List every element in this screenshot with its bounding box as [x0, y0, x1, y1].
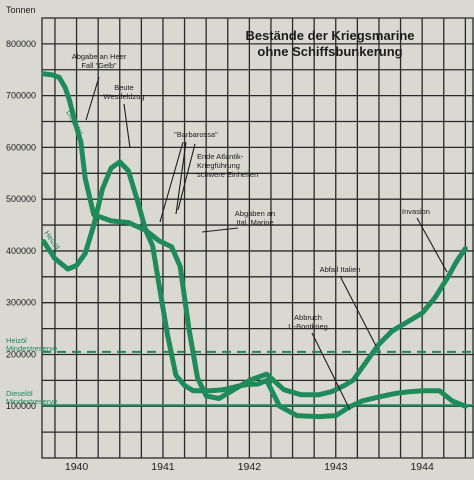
annotation-text: Abbruch [294, 313, 322, 322]
annotation-leader [175, 141, 187, 215]
grid [41, 17, 474, 459]
y-tick-label: 600000 [6, 142, 36, 152]
annotation-text: schwere Einheiten [197, 170, 258, 179]
x-tick-label: 1943 [324, 461, 348, 473]
annotation-text: Beute [114, 83, 134, 92]
annotation-leader [177, 143, 196, 211]
reference-label: Mindestreserve [6, 344, 57, 353]
annotation-text: Ende Atlantik- [197, 152, 244, 161]
y-tick-label: 400000 [6, 246, 36, 256]
y-tick-label: 500000 [6, 194, 36, 204]
annotation-text: Ital. Marine [236, 218, 273, 227]
reference-lines: HeizölMindestreserveDieselölMindestreser… [6, 336, 474, 407]
y-tick-label: 300000 [6, 298, 36, 308]
axis-labels: 100000 200000 300000 400000 500000 600000 7000… [6, 39, 434, 473]
y-tick-label: 200000 [6, 349, 36, 359]
annotation-text: Westfeldzug [103, 92, 144, 101]
annotation-leader [85, 76, 100, 121]
series-line [41, 159, 468, 401]
series-label: Dieselöl [64, 109, 85, 137]
annotation-leader [416, 217, 448, 273]
annotation-leader [159, 141, 184, 223]
reference-label: Mindestreserve [6, 397, 57, 406]
chart-subtitle: ohne Schiffsbunkerung [257, 44, 402, 59]
annotation-text: Abgaben an [235, 209, 275, 218]
annotation-text: Abgabe an Heer [72, 52, 127, 61]
annotation-leader [123, 103, 131, 149]
y-tick-label: 100000 [6, 401, 36, 411]
annotation-leader [311, 332, 351, 411]
annotation-text: U-Bootkrieg [288, 322, 328, 331]
annotation-text: Fall "Gelb" [81, 61, 117, 70]
plot-border [41, 17, 474, 459]
annotation-leader [339, 275, 377, 347]
annotation-text: Invasion [402, 207, 430, 216]
series-line [41, 71, 468, 420]
reference-label: Dieselöl [6, 389, 33, 398]
annotation-leader [201, 227, 239, 233]
x-tick-label: 1942 [238, 461, 262, 473]
x-tick-label: 1940 [65, 461, 89, 473]
reference-label: Heizöl [6, 336, 27, 345]
annotation-text: "Barbarossa" [174, 130, 218, 139]
y-tick-label: 700000 [6, 91, 36, 101]
x-tick-label: 1941 [151, 461, 175, 473]
annotation-text: Abfall Italien [320, 265, 361, 274]
y-unit-label: Tonnen [6, 5, 36, 15]
chart-title: Bestände der Kriegsmarine [245, 28, 414, 43]
x-tick-label: 1944 [410, 461, 434, 473]
annotation-text: Kriegführung [197, 161, 240, 170]
y-tick-label: 800000 [6, 39, 36, 49]
